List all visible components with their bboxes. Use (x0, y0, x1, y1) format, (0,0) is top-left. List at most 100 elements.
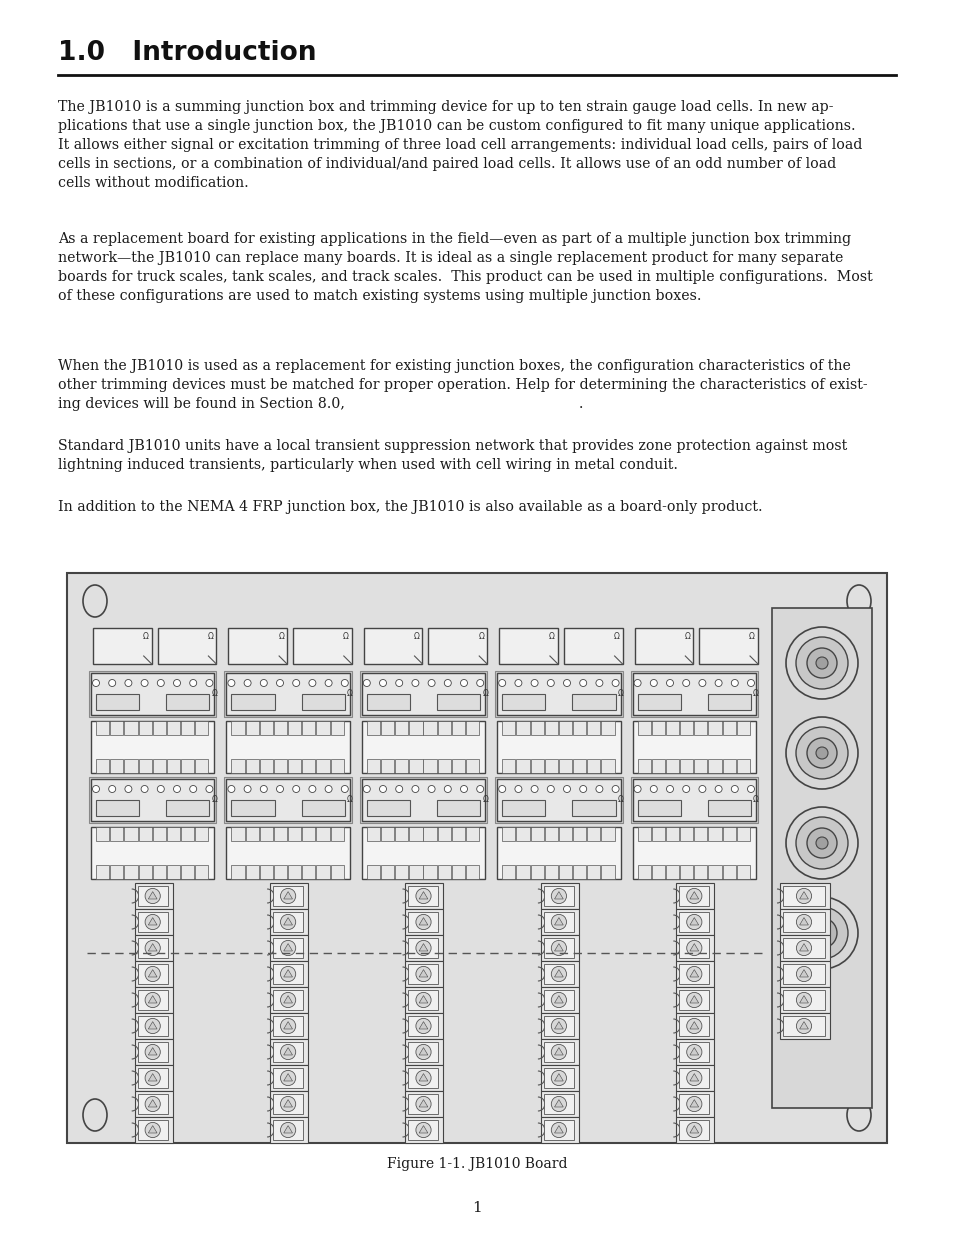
Circle shape (686, 940, 701, 956)
Bar (436, 800, 479, 816)
Bar (436, 694, 479, 710)
Bar (137, 1042, 168, 1062)
Circle shape (260, 679, 267, 687)
Circle shape (260, 785, 267, 793)
Bar (226, 721, 350, 773)
Bar (782, 990, 824, 1010)
Circle shape (715, 679, 721, 687)
Bar (530, 721, 543, 735)
Circle shape (412, 679, 418, 687)
Circle shape (796, 967, 811, 982)
Bar (232, 721, 244, 735)
Circle shape (444, 785, 451, 793)
Bar (91, 721, 214, 773)
Circle shape (416, 993, 431, 1008)
Circle shape (686, 1045, 701, 1060)
Circle shape (596, 679, 602, 687)
Circle shape (715, 785, 721, 793)
Bar (366, 694, 410, 710)
Circle shape (476, 785, 483, 793)
Text: 1.0   Introduction: 1.0 Introduction (58, 40, 316, 65)
Bar (91, 827, 214, 879)
Circle shape (785, 627, 857, 699)
Polygon shape (554, 892, 562, 899)
Bar (544, 864, 558, 879)
Polygon shape (689, 969, 698, 977)
Bar (405, 987, 443, 1013)
Bar (245, 760, 258, 773)
Bar (679, 760, 693, 773)
Circle shape (666, 679, 673, 687)
Bar (232, 800, 274, 816)
Circle shape (815, 927, 827, 939)
Bar (708, 760, 720, 773)
Bar (679, 885, 709, 906)
Bar (405, 1065, 443, 1091)
Bar (245, 827, 258, 841)
Circle shape (145, 993, 160, 1008)
Bar (780, 909, 829, 935)
Bar (380, 721, 394, 735)
Polygon shape (148, 1099, 157, 1107)
Bar (274, 721, 287, 735)
Bar (152, 827, 166, 841)
Bar (544, 760, 558, 773)
Circle shape (686, 1019, 701, 1034)
Bar (302, 827, 315, 841)
Polygon shape (799, 892, 807, 899)
Bar (302, 864, 315, 879)
Bar (405, 1013, 443, 1039)
Bar (497, 721, 620, 773)
Circle shape (596, 785, 602, 793)
Bar (270, 909, 308, 935)
Bar (226, 827, 350, 879)
Bar (366, 864, 379, 879)
Circle shape (551, 993, 566, 1008)
Bar (543, 911, 574, 932)
Bar (676, 883, 714, 909)
Bar (89, 777, 216, 823)
Bar (408, 1042, 438, 1062)
Bar (409, 760, 422, 773)
Bar (540, 961, 578, 987)
Bar (573, 827, 586, 841)
Circle shape (551, 967, 566, 982)
Bar (637, 800, 680, 816)
Circle shape (228, 679, 234, 687)
Bar (408, 885, 438, 906)
Bar (530, 864, 543, 879)
Circle shape (682, 679, 689, 687)
Bar (408, 965, 438, 984)
Bar (167, 864, 180, 879)
Polygon shape (799, 995, 807, 1003)
Bar (167, 827, 180, 841)
Bar (273, 1120, 303, 1140)
Text: Ω: Ω (618, 689, 623, 699)
Bar (89, 671, 216, 718)
Text: In addition to the NEMA 4 FRP junction box, the JB1010 is also available as a bo: In addition to the NEMA 4 FRP junction b… (58, 500, 761, 514)
Text: Ω: Ω (347, 689, 353, 699)
Bar (423, 827, 436, 841)
Polygon shape (148, 1021, 157, 1029)
Bar (530, 827, 543, 841)
Circle shape (551, 1019, 566, 1034)
Bar (273, 885, 303, 906)
Bar (437, 760, 451, 773)
Polygon shape (148, 969, 157, 977)
Bar (707, 800, 750, 816)
Bar (366, 827, 379, 841)
Bar (558, 827, 572, 841)
Polygon shape (554, 1021, 562, 1029)
Bar (540, 935, 578, 961)
Bar (497, 779, 620, 821)
Bar (543, 1016, 574, 1036)
Circle shape (612, 785, 618, 793)
Circle shape (109, 679, 115, 687)
Polygon shape (148, 1125, 157, 1132)
Bar (166, 800, 209, 816)
Circle shape (796, 1019, 811, 1034)
Polygon shape (689, 1021, 698, 1029)
Bar (679, 990, 709, 1010)
Circle shape (92, 785, 99, 793)
Bar (587, 864, 599, 879)
